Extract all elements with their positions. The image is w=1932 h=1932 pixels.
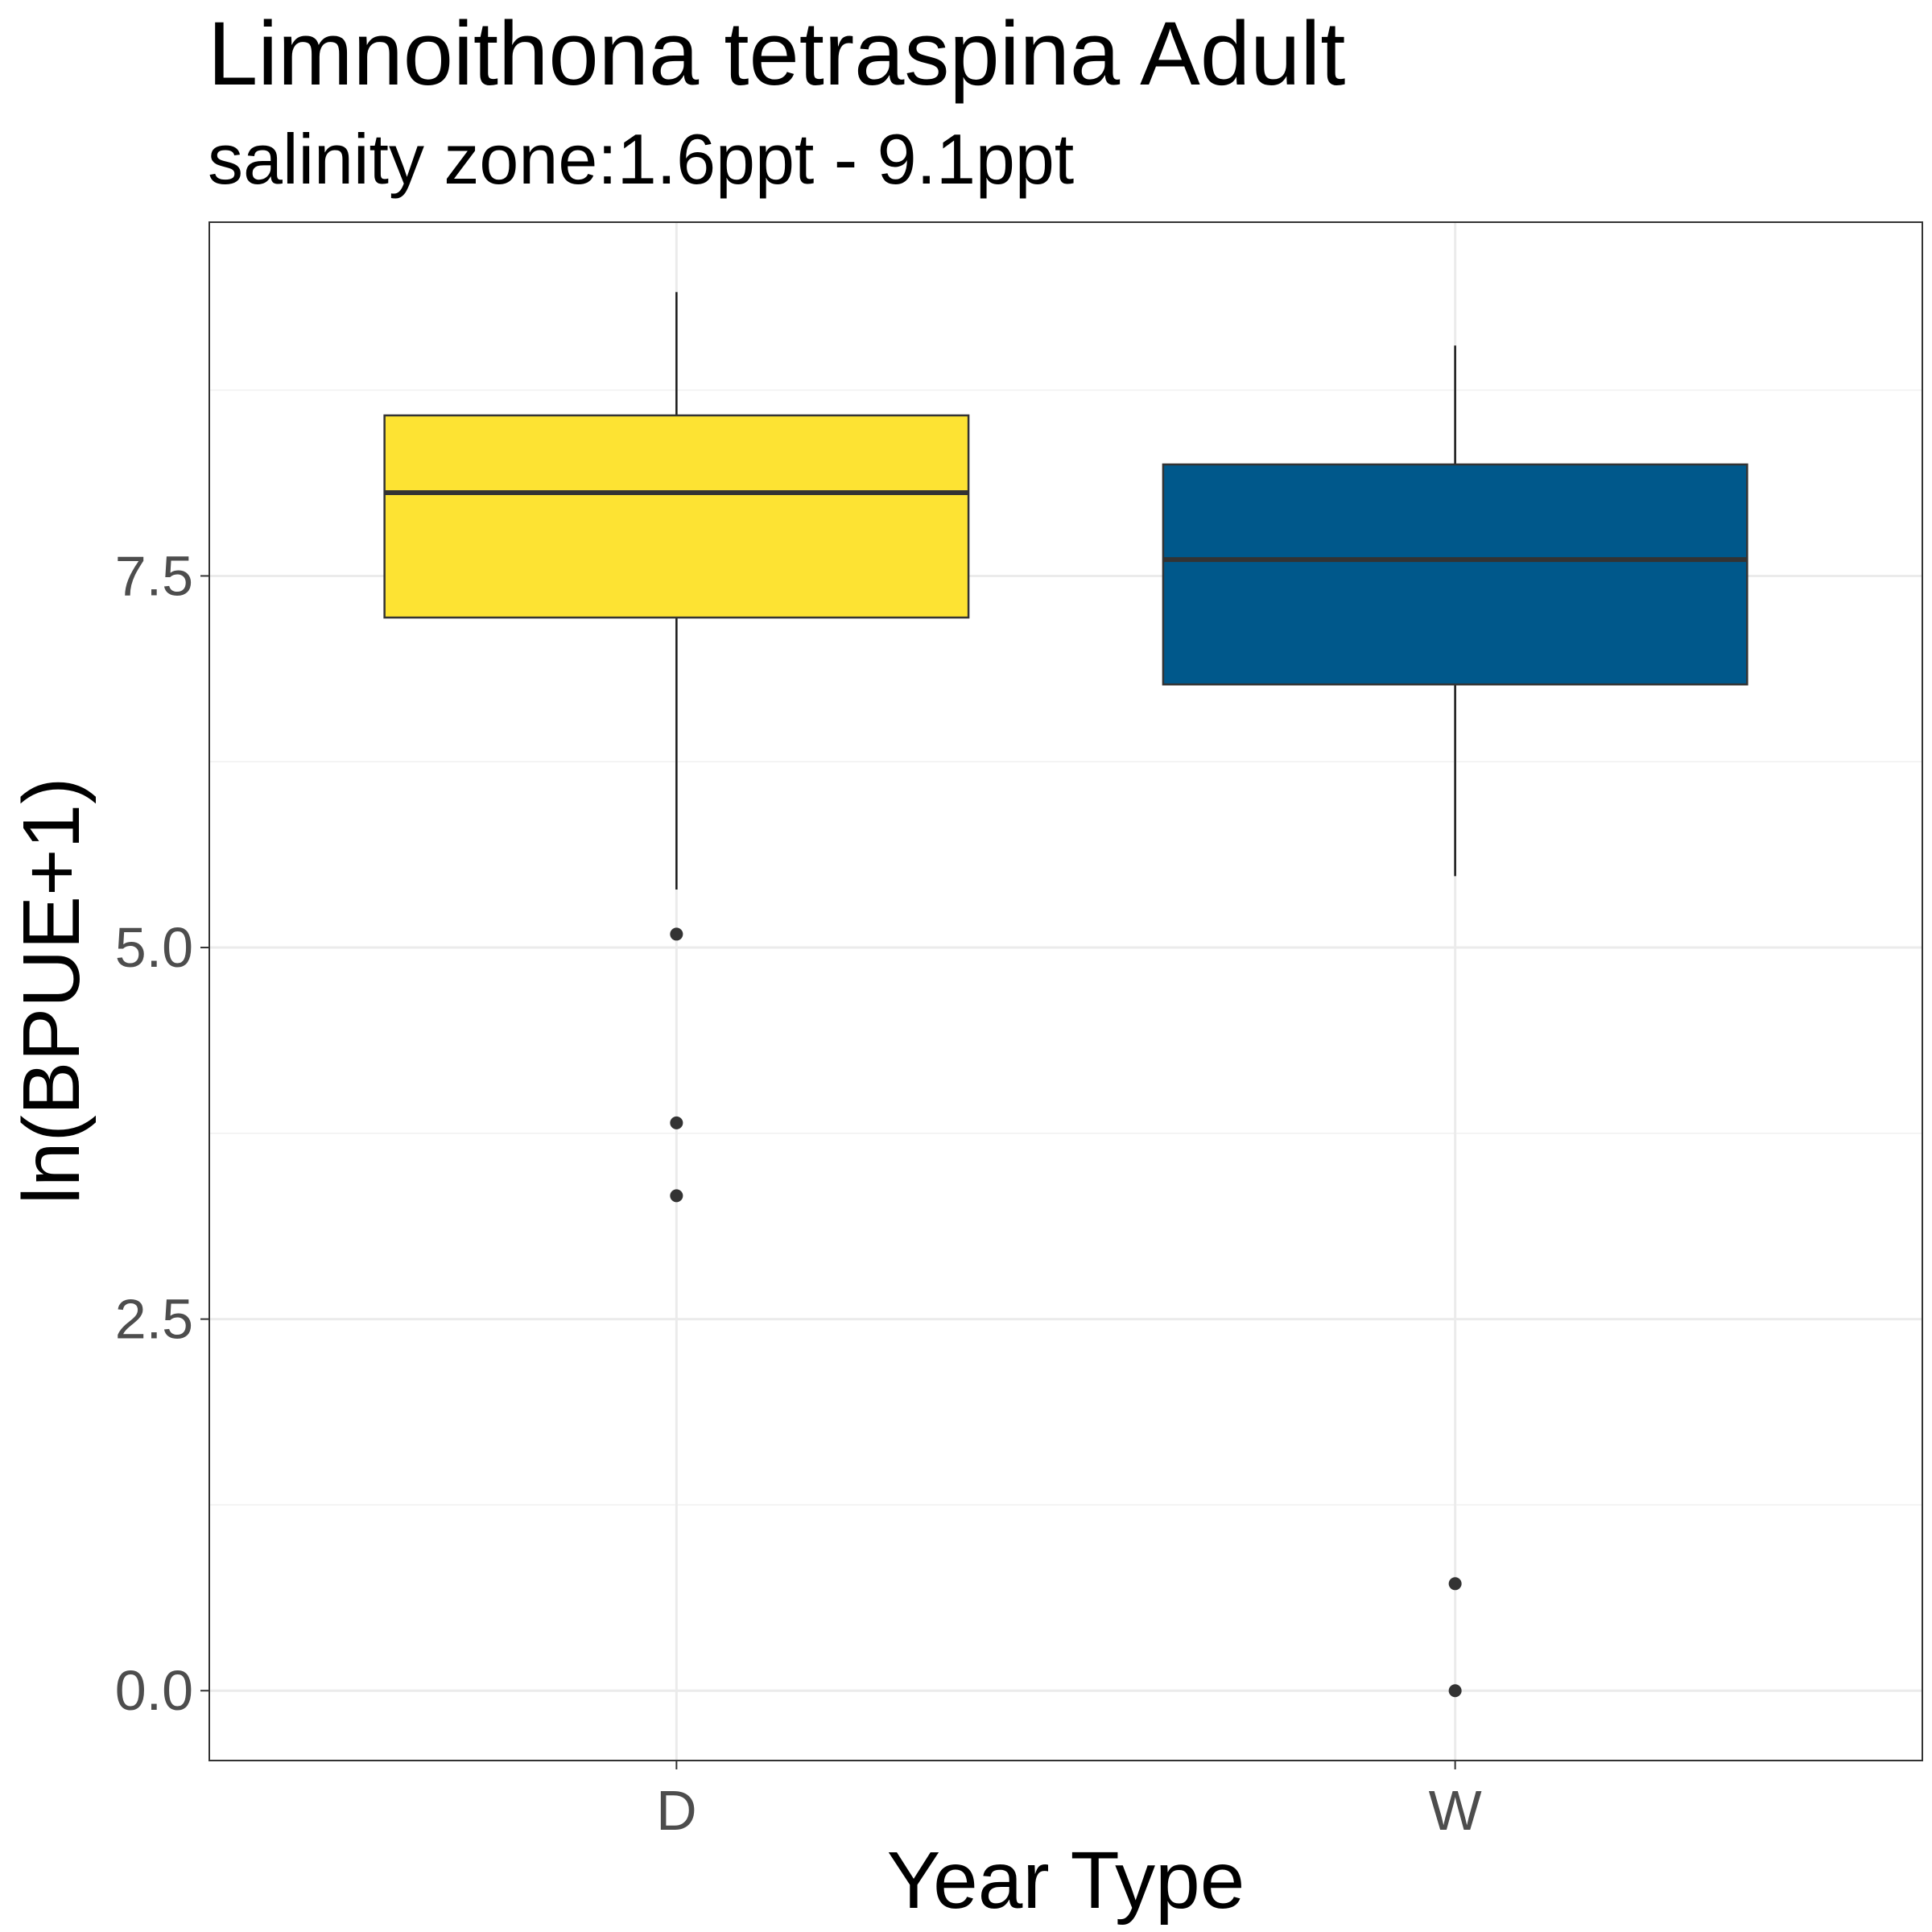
plot-panel-border: [208, 221, 1923, 1761]
y-tick-label: 0.0: [115, 1659, 193, 1722]
x-tick-label: D: [656, 1779, 697, 1842]
iqr-box: [383, 414, 970, 619]
y-tick-label: 7.5: [115, 544, 193, 607]
outlier-point: [670, 927, 683, 941]
box-W: [1162, 345, 1748, 1698]
box-D: [383, 291, 970, 1203]
outlier-point: [670, 1116, 683, 1129]
y-tick-label: 5.0: [115, 916, 193, 979]
outlier-point: [1448, 1684, 1462, 1698]
iqr-box: [1162, 463, 1748, 686]
box-layer: [383, 291, 1748, 1698]
axis-layer: 0.0 2.5 5.0 7.5 D W: [115, 544, 1482, 1842]
chart-title: Limnoithona tetraspina Adult: [208, 3, 1345, 104]
y-axis-title: ln(BPUE+1): [6, 778, 97, 1205]
outlier-point: [1448, 1577, 1462, 1591]
y-tick-label: 2.5: [115, 1288, 193, 1351]
x-axis-title: Year Type: [887, 1835, 1245, 1926]
x-tick-label: W: [1429, 1779, 1482, 1842]
chart-subtitle: salinity zone:1.6ppt - 9.1ppt: [208, 119, 1074, 199]
outlier-point: [670, 1189, 683, 1203]
